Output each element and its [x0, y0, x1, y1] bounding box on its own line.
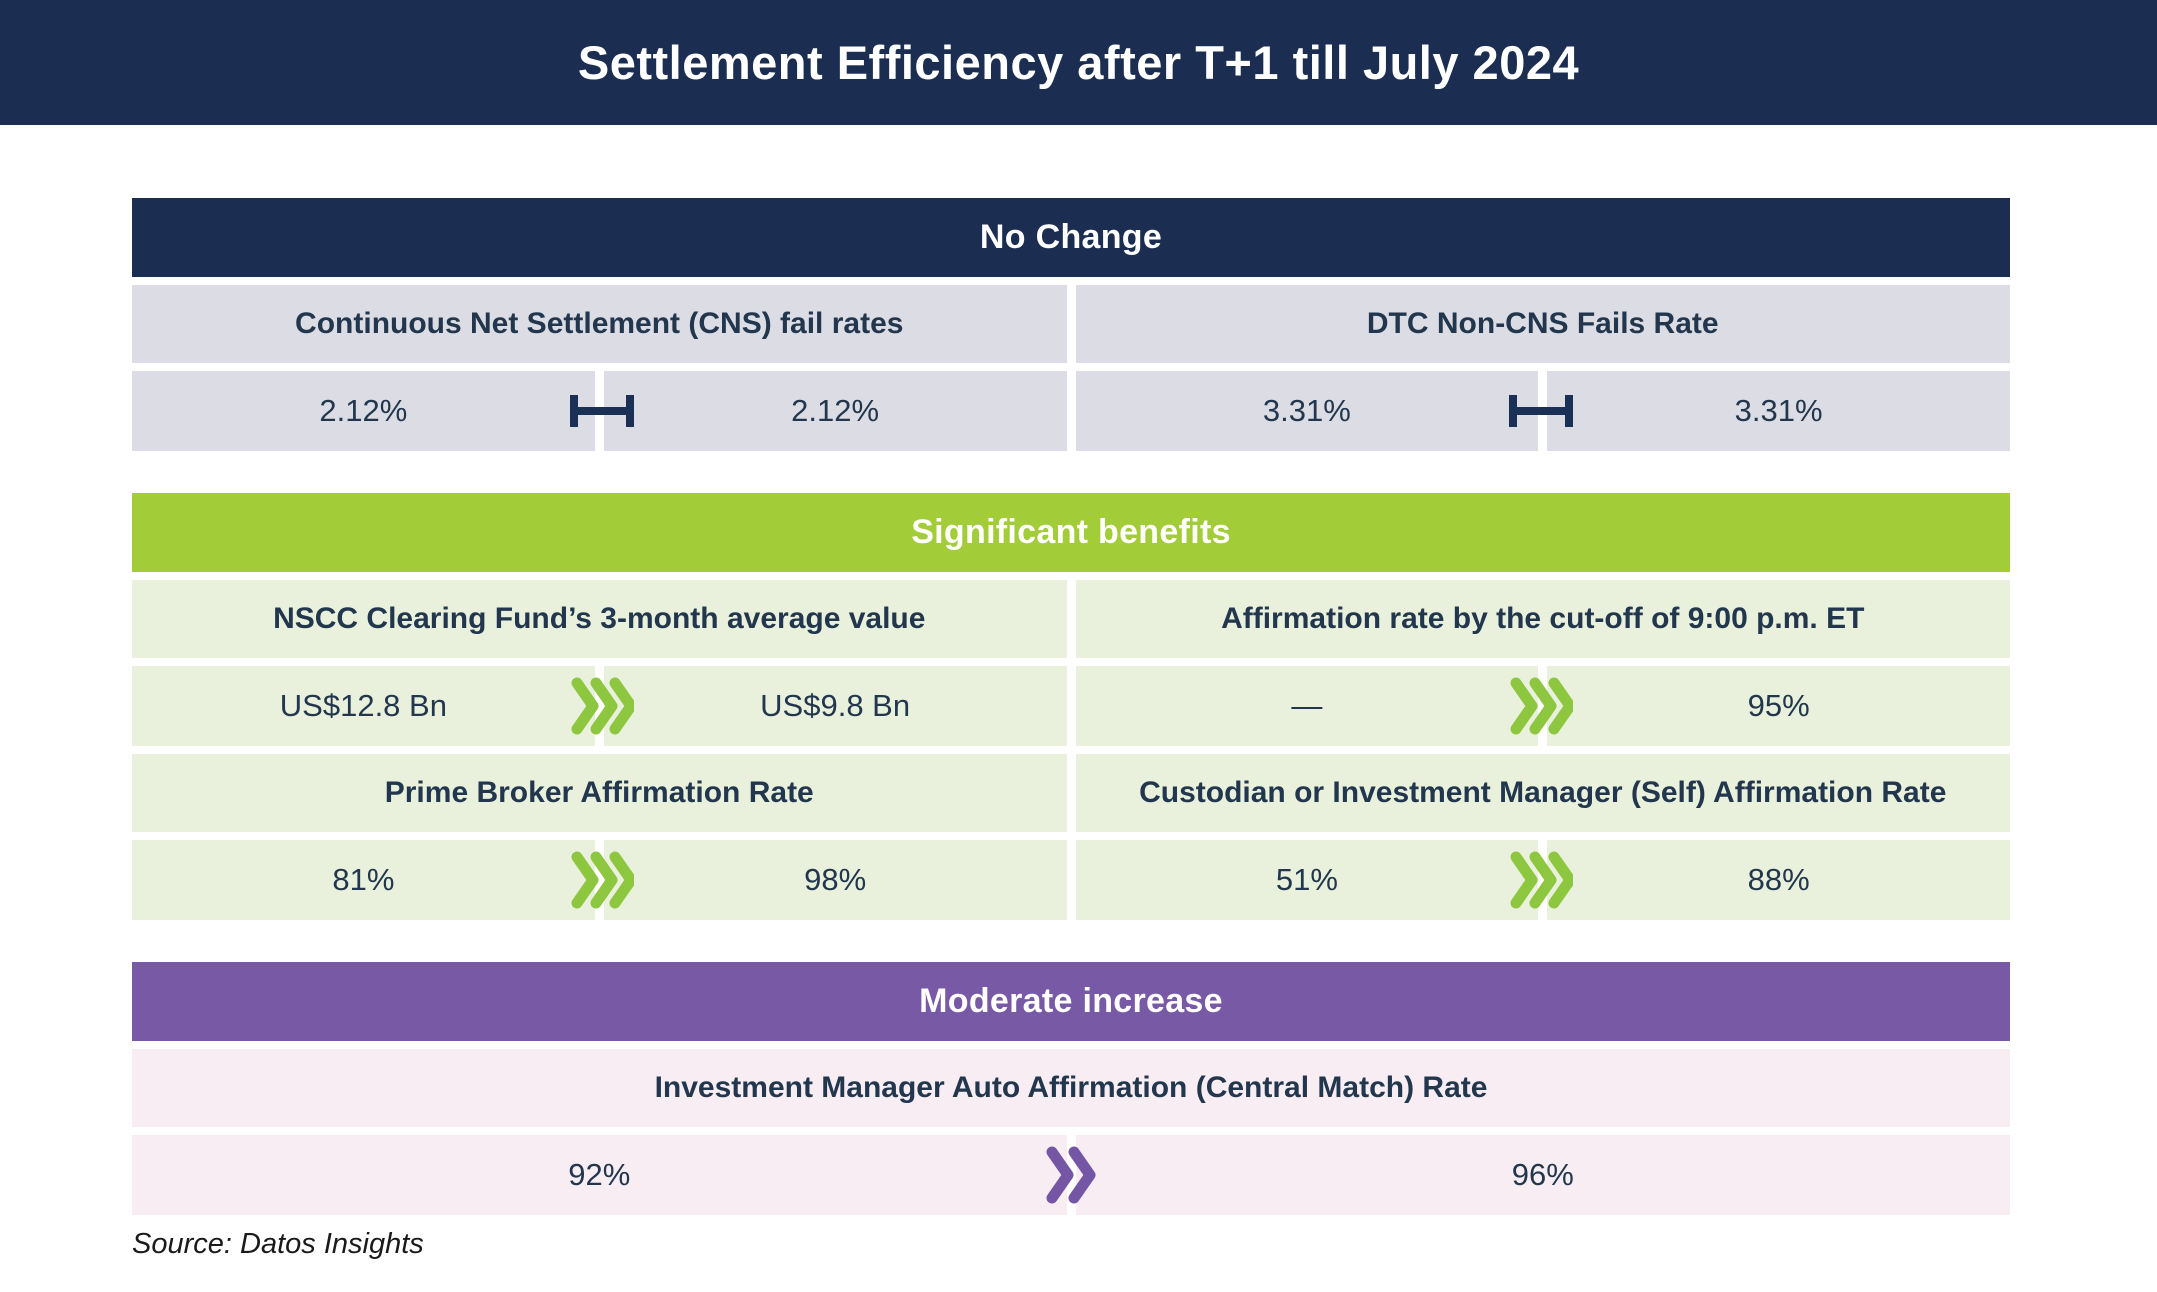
cns-before-cell: 2.12%	[132, 371, 595, 451]
significant-value-row-2: 81% 98% 51% 88%	[132, 840, 2010, 920]
im-auto-before-cell: 92%	[132, 1135, 1067, 1215]
im-auto-label-cell: Investment Manager Auto Affirmation (Cen…	[132, 1049, 2010, 1127]
steady-icon	[1508, 393, 1574, 429]
custodian-after-cell: 88%	[1547, 840, 2010, 920]
dtc-after-cell: 3.31%	[1547, 371, 2010, 451]
nscc-label-cell: NSCC Clearing Fund’s 3-month average val…	[132, 580, 1067, 658]
prime-broker-before-cell: 81%	[132, 840, 595, 920]
section-moderate-increase: Moderate increase Investment Manager Aut…	[132, 962, 2010, 1215]
affirmation-cutoff-label-cell: Affirmation rate by the cut-off of 9:00 …	[1075, 580, 2010, 658]
prime-broker-label-cell: Prime Broker Affirmation Rate	[132, 754, 1067, 832]
custodian-before-cell: 51%	[1075, 840, 1539, 920]
nscc-before-cell: US$12.8 Bn	[132, 666, 595, 746]
settlement-table: No Change Continuous Net Settlement (CNS…	[132, 198, 2010, 1215]
section-significant-benefits: Significant benefits NSCC Clearing Fund’…	[132, 493, 2010, 920]
prime-broker-after-cell: 98%	[603, 840, 1067, 920]
significant-benefits-header-label: Significant benefits	[911, 513, 1231, 551]
moderate-value-row: 92% 96%	[132, 1135, 2010, 1215]
no-change-header-label: No Change	[979, 218, 1163, 256]
section-divider	[132, 451, 2010, 493]
source-note: Source: Datos Insights	[132, 1228, 424, 1260]
section-no-change: No Change Continuous Net Settlement (CNS…	[132, 198, 2010, 451]
cns-label-cell: Continuous Net Settlement (CNS) fail rat…	[132, 285, 1067, 363]
significant-label-row-2: Prime Broker Affirmation Rate Custodian …	[132, 754, 2010, 832]
custodian-label-cell: Custodian or Investment Manager (Self) A…	[1075, 754, 2010, 832]
significant-benefits-header: Significant benefits	[132, 493, 2010, 572]
no-change-label-row: Continuous Net Settlement (CNS) fail rat…	[132, 285, 2010, 363]
affirmation-cutoff-after-cell: 95%	[1547, 666, 2010, 746]
cns-after-cell: 2.12%	[603, 371, 1067, 451]
triple-chevron-icon	[570, 677, 634, 735]
dtc-before-cell: 3.31%	[1075, 371, 1539, 451]
triple-chevron-icon	[1509, 851, 1573, 909]
affirmation-cutoff-before-cell: —	[1075, 666, 1539, 746]
triple-chevron-icon	[1509, 677, 1573, 735]
page-title: Settlement Efficiency after T+1 till Jul…	[577, 36, 1580, 89]
moderate-label-row: Investment Manager Auto Affirmation (Cen…	[132, 1049, 2010, 1127]
title-bar: Settlement Efficiency after T+1 till Jul…	[0, 0, 2157, 125]
double-chevron-icon	[1045, 1146, 1097, 1204]
no-change-header: No Change	[132, 198, 2010, 277]
significant-label-row-1: NSCC Clearing Fund’s 3-month average val…	[132, 580, 2010, 658]
triple-chevron-icon	[570, 851, 634, 909]
significant-value-row-1: US$12.8 Bn US$9.8 Bn — 95%	[132, 666, 2010, 746]
no-change-value-row: 2.12% 2.12% 3.31% 3.31%	[132, 371, 2010, 451]
nscc-after-cell: US$9.8 Bn	[603, 666, 1067, 746]
dtc-label-cell: DTC Non-CNS Fails Rate	[1075, 285, 2010, 363]
im-auto-after-cell: 96%	[1075, 1135, 2010, 1215]
moderate-increase-header: Moderate increase	[132, 962, 2010, 1041]
steady-icon	[569, 393, 635, 429]
moderate-increase-header-label: Moderate increase	[919, 982, 1223, 1020]
section-divider	[132, 920, 2010, 962]
